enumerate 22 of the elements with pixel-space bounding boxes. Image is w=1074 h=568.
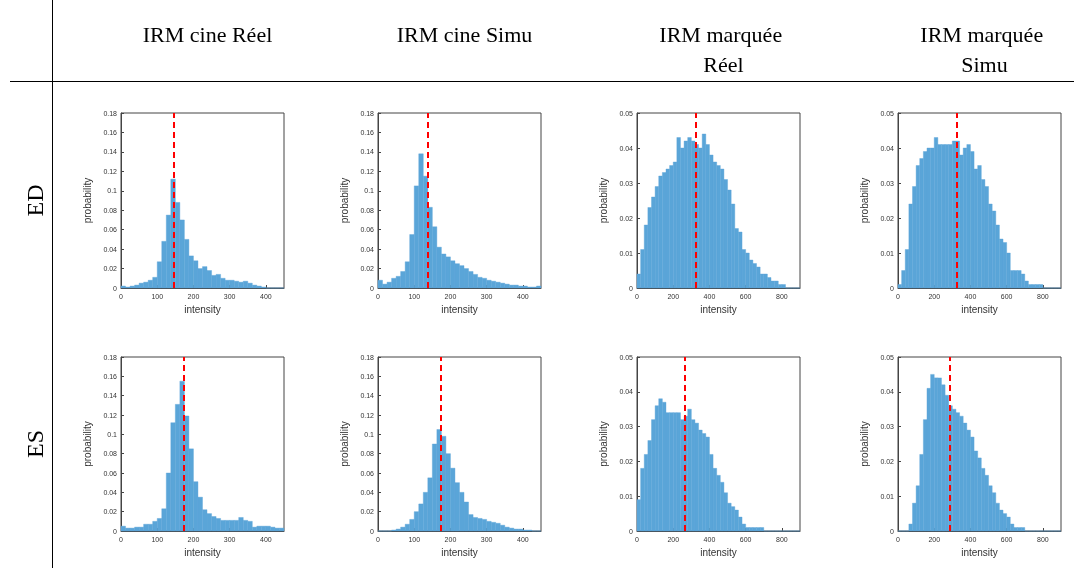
chart-title: IRM cine Simu bbox=[396, 21, 533, 47]
chart-title: IRM marquée Simu bbox=[920, 21, 1049, 77]
text: ED bbox=[22, 184, 48, 217]
x-axis-title: intensity bbox=[700, 304, 737, 316]
y-axis-title: probability bbox=[338, 177, 350, 224]
y-axis-title: probability bbox=[338, 421, 350, 467]
y-axis-title: probability bbox=[81, 421, 93, 467]
x-axis-title: intensity bbox=[441, 304, 478, 316]
y-axis-title: probability bbox=[858, 177, 870, 224]
y-axis-title: probability bbox=[858, 421, 870, 467]
x-axis-title: intensity bbox=[961, 304, 998, 316]
chart-title: IRM cine Réel bbox=[142, 21, 273, 47]
x-axis-title: intensity bbox=[184, 304, 221, 316]
x-axis-title: intensity bbox=[700, 547, 737, 559]
text: ES bbox=[22, 429, 48, 459]
y-axis-title: probability bbox=[597, 421, 609, 467]
x-axis-title: intensity bbox=[441, 547, 478, 559]
y-axis-title: probability bbox=[597, 177, 609, 224]
y-axis-title: probability bbox=[81, 177, 93, 224]
chart-title: IRM marquée Réel bbox=[659, 21, 788, 77]
x-axis-title: intensity bbox=[961, 547, 998, 559]
x-axis-title: intensity bbox=[184, 547, 221, 559]
